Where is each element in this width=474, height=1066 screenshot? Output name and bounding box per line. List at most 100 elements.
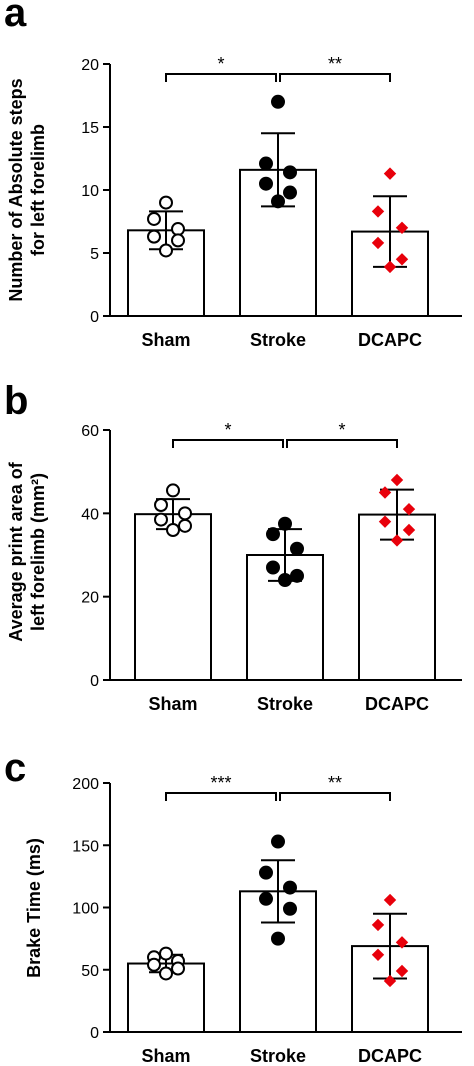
x-category-label: Sham [148, 694, 197, 714]
panel-a: a 0 5 10 15 20 Number of Absolute steps for lef… [4, 0, 462, 350]
y-tick-label: 15 [81, 120, 99, 137]
data-point-stroke [283, 901, 297, 916]
data-point-dcapc [383, 893, 397, 907]
data-point-dcapc [402, 502, 416, 516]
data-point-stroke [271, 931, 285, 946]
data-point-sham [178, 518, 192, 533]
y-axis-label-line: Number of Absolute steps [6, 78, 26, 301]
data-point-dcapc [371, 236, 385, 250]
y-tick-label: 60 [81, 423, 99, 440]
y-tick-label: 10 [81, 183, 99, 200]
data-point-sham [171, 961, 185, 976]
y-axis-label: Average print area of left forelimb (mm²) [6, 461, 48, 641]
y-axis-label-line: Average print area of [6, 461, 26, 641]
x-category-label: Sham [141, 330, 190, 350]
data-point-dcapc [383, 167, 397, 180]
significance-bracket [165, 792, 277, 801]
data-point-stroke [278, 573, 292, 587]
x-category-label: Stroke [257, 694, 313, 714]
y-tick-label: 0 [90, 673, 99, 690]
data-point-stroke [283, 165, 297, 180]
data-point-stroke [259, 176, 273, 191]
y-axis-label-line: left forelimb (mm²) [28, 473, 48, 631]
data-point-stroke [278, 516, 292, 531]
y-tick-label: 0 [90, 309, 99, 326]
y-tick-label: 100 [72, 901, 99, 918]
y-axis-label-line: Brake Time (ms) [24, 838, 44, 978]
data-point-dcapc [383, 260, 397, 274]
data-point-sham [166, 483, 180, 498]
x-category-label: DCAPC [358, 330, 422, 350]
data-point-dcapc [390, 473, 404, 487]
y-tick-label: 20 [81, 57, 99, 74]
data-point-stroke [259, 865, 273, 880]
data-point-dcapc [395, 964, 409, 978]
data-point-stroke [283, 880, 297, 895]
data-point-dcapc [378, 486, 392, 499]
significance-label: ** [328, 54, 342, 74]
data-point-dcapc [395, 221, 409, 235]
data-point-stroke [290, 541, 304, 556]
data-point-stroke [259, 891, 273, 906]
data-point-stroke [266, 560, 280, 575]
data-point-sham [159, 966, 173, 981]
significance-label: ** [328, 773, 342, 793]
significance-label: * [224, 420, 231, 440]
bar-sham [134, 513, 212, 682]
y-axis-label: Brake Time (ms) [24, 838, 44, 978]
y-tick-label: 150 [72, 838, 99, 855]
data-point-dcapc [371, 948, 385, 962]
data-point-stroke [271, 94, 285, 109]
significance-bracket [165, 73, 277, 82]
panel-letter: b [4, 379, 28, 423]
significance-bracket [279, 73, 391, 82]
y-tick-label: 200 [72, 776, 99, 793]
data-point-stroke [271, 834, 285, 849]
significance-bracket [279, 792, 391, 801]
data-point-sham [159, 243, 173, 258]
data-point-dcapc [371, 918, 385, 932]
y-tick-label: 0 [90, 1025, 99, 1042]
data-point-sham [147, 957, 161, 972]
data-point-stroke [271, 194, 285, 209]
data-point-sham [154, 512, 168, 527]
data-point-dcapc [395, 936, 409, 949]
x-category-label: Sham [141, 1046, 190, 1066]
data-point-dcapc [402, 523, 416, 537]
y-tick-label: 50 [81, 963, 99, 980]
data-point-dcapc [371, 205, 385, 218]
panel-c: c 0 50 100 150 200 Brake Time (ms) Sham Stroke DC… [4, 746, 462, 1066]
data-point-sham [171, 222, 185, 237]
data-point-stroke [290, 568, 304, 583]
data-point-sham [154, 498, 168, 512]
y-tick-label: 40 [81, 506, 99, 523]
data-point-sham [147, 211, 161, 226]
x-category-label: DCAPC [365, 694, 429, 714]
data-point-dcapc [390, 534, 404, 547]
y-tick-label: 20 [81, 590, 99, 607]
data-point-sham [147, 229, 161, 244]
significance-bracket [286, 439, 398, 448]
y-tick-label: 5 [90, 246, 99, 263]
y-axis-label: Number of Absolute steps for left forelim… [6, 78, 48, 301]
data-point-stroke [283, 185, 297, 200]
significance-label: * [217, 54, 224, 74]
significance-bracket [172, 439, 284, 448]
data-point-stroke [259, 156, 273, 171]
data-point-dcapc [383, 974, 397, 988]
data-point-sham [159, 195, 173, 210]
x-category-label: DCAPC [358, 1046, 422, 1066]
data-point-sham [166, 523, 180, 537]
significance-label: *** [210, 773, 231, 793]
x-category-label: Stroke [250, 1046, 306, 1066]
data-point-sham [159, 946, 173, 961]
data-point-sham [178, 506, 192, 521]
data-point-dcapc [395, 253, 409, 266]
data-point-stroke [266, 527, 280, 542]
significance-label: * [338, 420, 345, 440]
y-axis-label-line: for left forelimb [28, 124, 48, 256]
data-point-sham [171, 233, 185, 248]
panel-letter: c [4, 746, 26, 790]
